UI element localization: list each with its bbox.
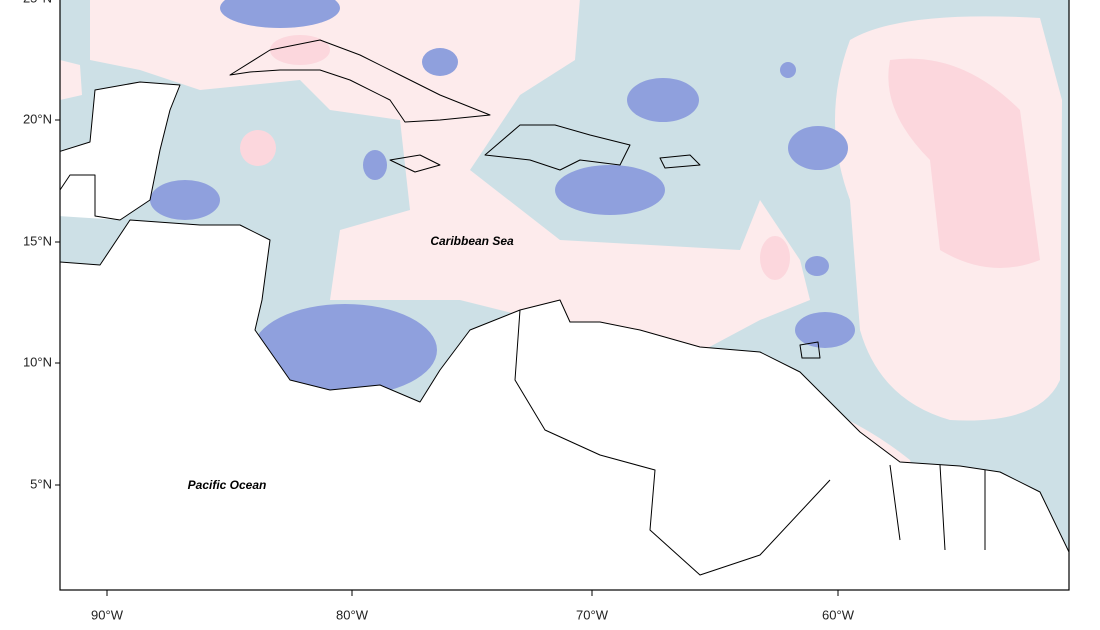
blob xyxy=(795,312,855,348)
longitude-label: 80°W xyxy=(336,607,369,622)
coastline xyxy=(60,81,181,221)
water-label: Caribbean Sea xyxy=(430,234,514,248)
blob xyxy=(780,62,796,78)
anomaly-positive xyxy=(60,60,82,100)
trinidad xyxy=(799,341,821,359)
hispaniola xyxy=(484,124,631,171)
land-yucatan xyxy=(60,82,180,220)
latitude-label: 20°N xyxy=(23,111,52,126)
puerto-rico xyxy=(659,154,701,169)
cuba xyxy=(229,39,491,123)
jamaica xyxy=(389,154,441,173)
longitude-label: 60°W xyxy=(822,607,855,622)
land-south xyxy=(60,220,1069,590)
blob xyxy=(422,48,458,76)
longitude-label: 70°W xyxy=(576,607,609,622)
blob xyxy=(555,165,665,215)
map-frame xyxy=(59,0,1070,591)
border xyxy=(514,309,986,576)
latitude-label: 25°N xyxy=(23,0,52,5)
spot xyxy=(240,130,276,166)
blob xyxy=(363,150,387,180)
anomaly-strong-positive xyxy=(888,58,1040,269)
blob xyxy=(805,256,829,276)
blob xyxy=(220,0,340,28)
spot xyxy=(270,35,330,65)
spot xyxy=(760,236,790,280)
latitude-label: 5°N xyxy=(30,476,52,491)
latitude-label: 10°N xyxy=(23,354,52,369)
anomaly-positive xyxy=(90,0,810,352)
blob xyxy=(627,78,699,122)
latitude-label: 15°N xyxy=(23,233,52,248)
water-label: Pacific Ocean xyxy=(188,478,267,492)
map-field xyxy=(60,0,1069,590)
blob xyxy=(788,126,848,170)
water-label: Atlantic Ocean xyxy=(795,0,880,3)
blob xyxy=(253,304,437,396)
anomaly-negative xyxy=(150,0,1037,533)
longitude-label: 90°W xyxy=(91,607,124,622)
blob xyxy=(150,180,220,220)
